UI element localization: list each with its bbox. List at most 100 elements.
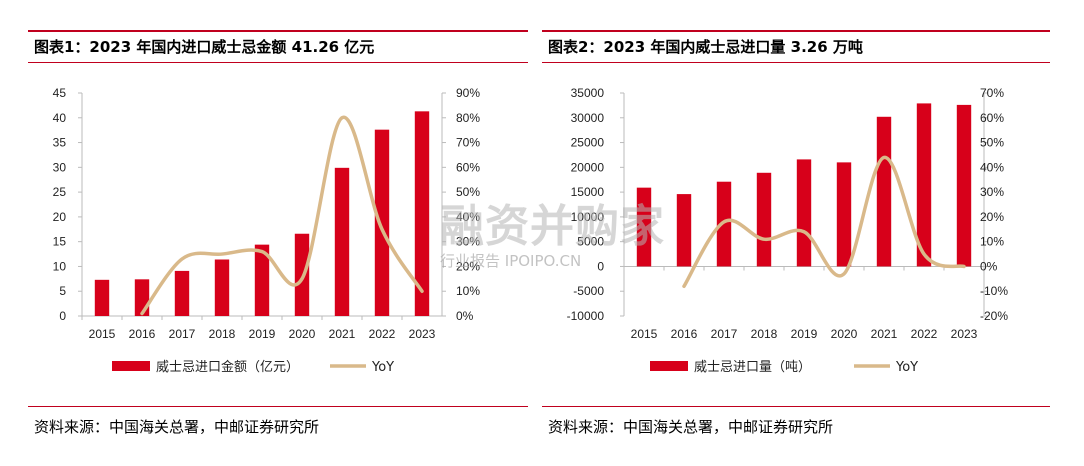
x-tick-label: 2018 <box>751 327 778 341</box>
right-tick-label: 10% <box>980 235 1004 249</box>
x-tick-label: 2022 <box>369 327 396 341</box>
right-tick-label: 60% <box>456 160 480 174</box>
legend-line-label: YoY <box>371 360 394 375</box>
title-top-rule <box>28 30 528 32</box>
chart-panel-2: 图表2：2023 年国内威士忌进口量 3.26 万吨 -10000 -5000 0 5… <box>542 0 1084 466</box>
x-tick-label: 2019 <box>249 327 276 341</box>
bar <box>836 162 852 267</box>
bar <box>916 103 932 267</box>
right-tick-label: 50% <box>456 185 480 199</box>
chart-source: 资料来源：中国海关总署，中邮证券研究所 <box>34 418 320 436</box>
yoy-line <box>140 115 424 316</box>
left-tick-label: 45 <box>53 86 67 100</box>
yoy-line <box>682 155 966 289</box>
left-tick-label: 20000 <box>571 160 605 174</box>
left-tick-label: 5 <box>59 284 66 298</box>
bar <box>756 172 772 267</box>
left-tick-label: 0 <box>597 259 604 273</box>
right-tick-label: 60% <box>980 111 1004 125</box>
chart-panel-1: 图表1：2023 年国内进口威士忌金额 41.26 亿元 0 5 10 15 20 25 3… <box>28 30 528 436</box>
right-tick-label: 0% <box>456 309 474 323</box>
left-tick-label: 15 <box>53 235 67 249</box>
bar-series <box>636 103 972 267</box>
title-bottom-rule <box>28 62 528 63</box>
left-tick-label: 10 <box>53 259 67 273</box>
bar <box>676 194 692 267</box>
bar <box>214 259 230 316</box>
x-tick-label: 2020 <box>289 327 316 341</box>
x-tick-label: 2019 <box>791 327 818 341</box>
bar <box>94 279 110 316</box>
left-tick-label: -10000 <box>567 309 605 323</box>
chart-source: 资料来源：中国海关总署，中邮证券研究所 <box>548 418 834 436</box>
legend-bar-label: 威士忌进口量（吨） <box>694 360 811 375</box>
x-tick-label: 2015 <box>89 327 116 341</box>
bar <box>254 244 270 316</box>
source-top-rule <box>28 406 528 407</box>
legend-bar-swatch <box>112 361 150 371</box>
right-tick-label: 90% <box>456 86 480 100</box>
left-tick-label: 10000 <box>571 210 605 224</box>
right-tick-label: -10% <box>980 284 1008 298</box>
bar-series <box>94 111 430 316</box>
bar <box>876 116 892 267</box>
right-tick-label: 70% <box>456 136 480 150</box>
legend: 威士忌进口量（吨） YoY <box>650 360 918 375</box>
legend-line-label: YoY <box>895 360 918 375</box>
x-tick-label: 2020 <box>831 327 858 341</box>
x-tick-label: 2021 <box>871 327 898 341</box>
chart-title: 图表1：2023 年国内进口威士忌金额 41.26 亿元 <box>34 38 375 56</box>
legend-bar-label: 威士忌进口金额（亿元） <box>156 359 299 375</box>
left-tick-label: 35 <box>53 136 67 150</box>
right-tick-label: 30% <box>456 235 480 249</box>
right-tick-label: 40% <box>980 160 1004 174</box>
bar <box>174 270 190 316</box>
x-tick-label: 2023 <box>951 327 978 341</box>
left-tick-label: 40 <box>53 111 67 125</box>
legend: 威士忌进口金额（亿元） YoY <box>112 359 394 375</box>
bar <box>334 167 350 316</box>
bar <box>294 233 310 316</box>
legend-bar-swatch <box>650 361 688 371</box>
title-top-rule <box>542 30 1050 32</box>
x-tick-label: 2021 <box>329 327 356 341</box>
right-tick-label: 20% <box>456 259 480 273</box>
right-tick-label: 70% <box>980 86 1004 100</box>
chart-title: 图表2：2023 年国内威士忌进口量 3.26 万吨 <box>548 38 863 56</box>
bar <box>796 159 812 267</box>
bar <box>636 187 652 267</box>
bar <box>716 181 732 267</box>
x-tick-label: 2018 <box>209 327 236 341</box>
right-tick-label: 10% <box>456 284 480 298</box>
x-tick-label: 2015 <box>631 327 658 341</box>
bar <box>414 111 430 316</box>
source-top-rule <box>542 406 1050 407</box>
left-tick-label: 20 <box>53 210 67 224</box>
left-tick-label: 5000 <box>577 235 604 249</box>
chart-2: -10000 -5000 0 5000 10000 15000 20000 25000 3000… <box>567 86 1009 375</box>
x-tick-label: 2022 <box>911 327 938 341</box>
axes: -10000 -5000 0 5000 10000 15000 20000 25000 3000… <box>567 86 1009 341</box>
title-bottom-rule <box>542 62 1050 63</box>
right-tick-label: 50% <box>980 136 1004 150</box>
left-tick-label: 15000 <box>571 185 605 199</box>
left-tick-label: 25000 <box>571 136 605 150</box>
right-tick-label: 20% <box>980 210 1004 224</box>
axes: 0 5 10 15 20 25 30 35 40 45 0% 10% 20% 30% 40% 50% 60% 70… <box>53 86 481 341</box>
right-tick-label: 80% <box>456 111 480 125</box>
x-tick-label: 2016 <box>671 327 698 341</box>
x-tick-label: 2016 <box>129 327 156 341</box>
x-tick-label: 2017 <box>711 327 738 341</box>
left-tick-label: 30 <box>53 160 67 174</box>
left-tick-label: 35000 <box>571 86 605 100</box>
x-tick-label: 2017 <box>169 327 196 341</box>
right-tick-label: 0% <box>980 259 998 273</box>
chart-1: 0 5 10 15 20 25 30 35 40 45 0% 10% 20% 30% 40% 50% 60% 70… <box>53 86 481 375</box>
right-tick-label: -20% <box>980 309 1008 323</box>
left-tick-label: -5000 <box>573 284 604 298</box>
x-tick-label: 2023 <box>409 327 436 341</box>
bar <box>956 104 972 267</box>
right-tick-label: 30% <box>980 185 1004 199</box>
right-tick-label: 40% <box>456 210 480 224</box>
left-tick-label: 30000 <box>571 111 605 125</box>
